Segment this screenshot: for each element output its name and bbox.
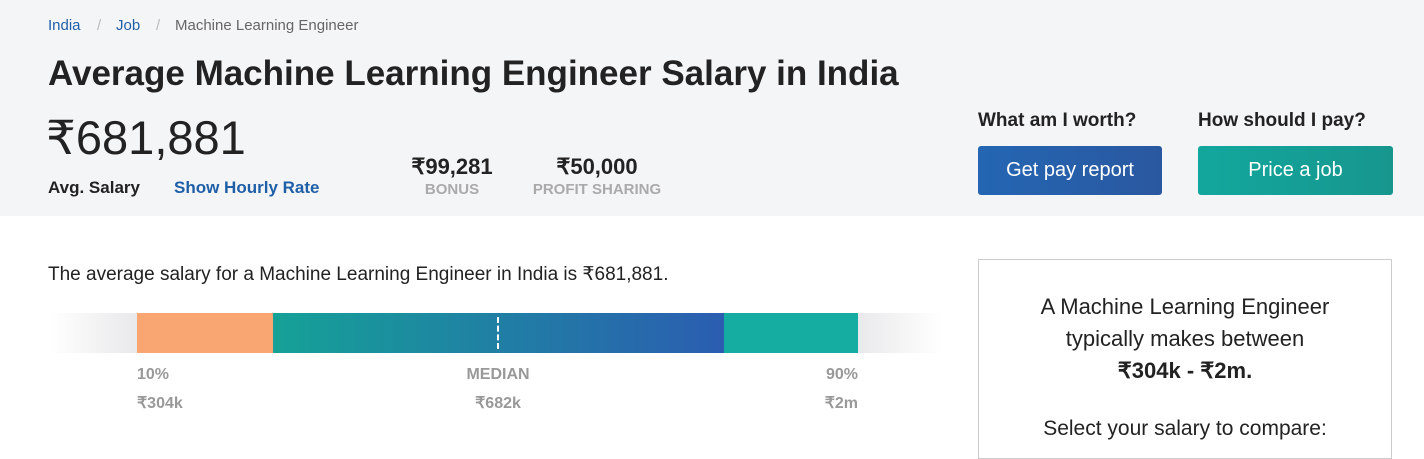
range-value: ₹682k — [475, 395, 521, 412]
bonus-value: ₹99,281 — [411, 154, 493, 179]
separator: / — [156, 17, 161, 34]
question: How should I pay? — [1198, 110, 1366, 131]
page-title: Average Machine Learning Engineer Salary… — [48, 54, 899, 93]
profit-value: ₹50,000 — [556, 154, 638, 179]
range-value: ₹304k — [137, 395, 183, 412]
header-band: India / Job / Machine Learning Engineer … — [0, 0, 1424, 216]
range-low — [137, 313, 273, 353]
price-job-button[interactable]: Price a job — [1198, 146, 1393, 195]
side-intro: A Machine Learning Engineer typically ma… — [1040, 294, 1330, 351]
hourly-link[interactable]: Show Hourly Rate — [174, 178, 320, 197]
range-value: ₹2m — [824, 395, 858, 412]
question: What am I worth? — [978, 110, 1137, 131]
avg-label: Avg. Salary — [48, 178, 140, 197]
side-prompt: Select your salary to compare: — [1043, 417, 1327, 440]
bonus-label: BONUS — [424, 181, 480, 198]
profit-label: PROFIT SHARING — [532, 181, 662, 198]
range-high — [724, 313, 858, 353]
side-box: A Machine Learning Engineer typically ma… — [978, 259, 1392, 459]
side-range: ₹304k - ₹2m. — [1117, 358, 1253, 383]
pay-report-button[interactable]: Get pay report — [978, 146, 1162, 195]
range-label: MEDIAN — [466, 366, 530, 383]
median-line — [497, 317, 499, 349]
summary: The average salary for a Machine Learnin… — [48, 264, 669, 285]
separator: / — [97, 17, 102, 34]
breadcrumb-link[interactable]: Job — [116, 17, 141, 34]
breadcrumb-current: Machine Learning Engineer — [175, 17, 359, 34]
range-label: 90% — [825, 366, 858, 383]
breadcrumb-link[interactable]: India — [48, 17, 81, 34]
avg-salary: ₹681,881 — [46, 111, 246, 164]
range-label: 10% — [137, 366, 170, 383]
